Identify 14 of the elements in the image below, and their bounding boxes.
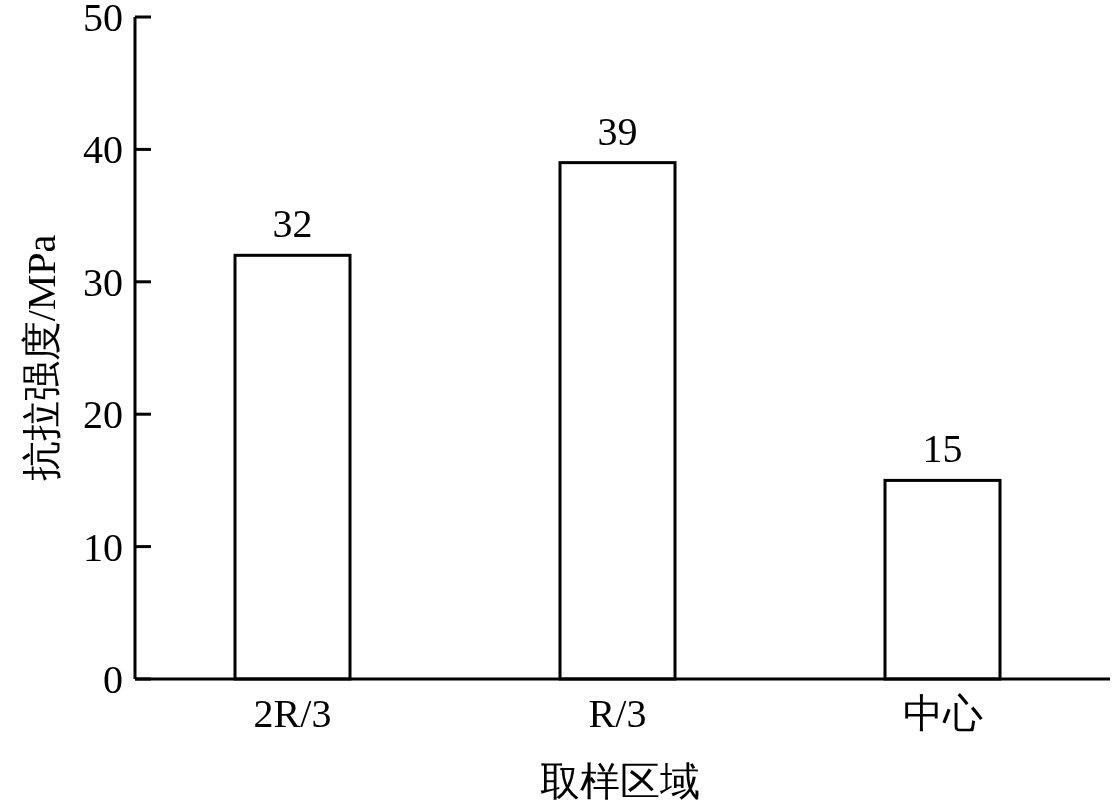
y-axis-title: 抗拉强度/MPa [19,234,64,482]
x-tick-label: 2R/3 [252,691,333,737]
y-tick-label: 10 [83,524,123,570]
y-tick-label: 40 [83,127,123,173]
y-tick-label: 50 [83,0,123,40]
x-tick-label: R/3 [587,691,648,737]
y-tick-label: 20 [83,392,123,438]
x-axis-title: 取样区域 [540,759,700,804]
x-tick-label: 中心 [901,691,984,737]
data-label: 32 [272,201,313,247]
data-label: 15 [922,426,963,472]
y-tick-label: 0 [103,657,123,702]
y-tick-label: 30 [83,259,123,305]
data-label: 39 [597,108,638,154]
